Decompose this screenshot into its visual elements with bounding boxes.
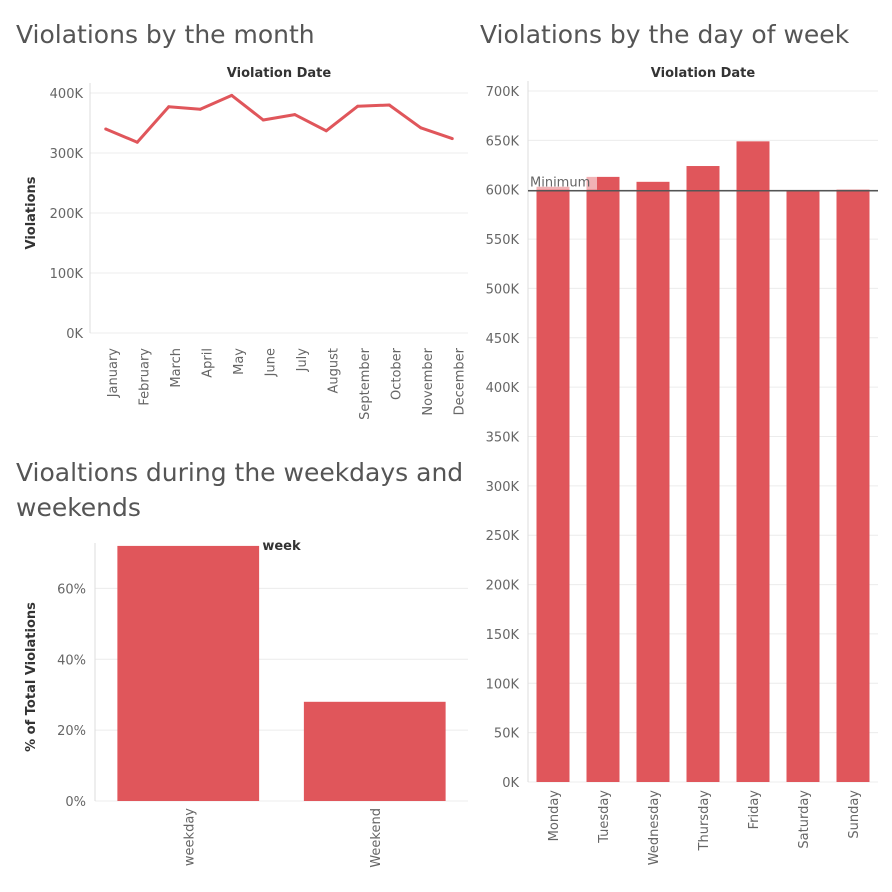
dow-ytick-label: 350K [486,431,520,446]
dow-ytick-label: 700K [486,85,520,100]
month-ytick-label: 200K [50,207,84,222]
month-xtick-label: July [295,348,310,373]
dow-ytick-label: 100K [486,677,520,692]
month-data-point [167,105,171,109]
month-ytick-label: 300K [50,147,84,162]
dow-xtick-label: Sunday [847,790,862,839]
dow-xtick-label: Wednesday [647,790,662,866]
month-data-point [198,107,202,111]
week-ytick-label: 0% [65,795,86,810]
month-chart-title: Violations by the month [16,20,315,49]
dow-ytick-label: 50K [494,727,520,742]
week-ytick-label: 20% [57,724,86,739]
dow-bar [836,189,870,782]
month-data-point [293,113,297,117]
month-xtick-label: November [421,347,436,415]
month-data-point [135,140,139,144]
dow-xtick-label: Monday [547,790,562,842]
dow-ytick-label: 150K [486,628,520,643]
month-xtick-label: September [358,347,373,420]
month-xtick-label: December [452,347,467,415]
dow-reference-label-bg [529,174,597,190]
dow-bar [636,181,670,782]
dow-ytick-label: 300K [486,480,520,495]
month-ytick-label: 400K [50,87,84,102]
dow-xtick-label: Friday [747,790,762,830]
week-header: week [262,539,301,554]
dow-ytick-label: 250K [486,529,520,544]
month-ytick-label: 0K [66,327,83,342]
month-data-point [324,129,328,133]
month-data-point [230,93,234,97]
month-xtick-label: June [263,348,278,377]
week-ytick-label: 60% [57,582,86,597]
month-header: Violation Date [227,66,332,81]
month-xtick-label: August [326,348,341,394]
dow-xtick-label: Thursday [697,790,712,852]
dow-ytick-label: 400K [486,381,520,396]
month-xtick-label: May [232,348,247,375]
dow-bar [536,186,570,782]
month-xtick-label: October [389,347,404,400]
dow-reference-label: Minimum [530,176,590,191]
week-bar [303,701,446,801]
dow-bar [686,166,720,783]
dow-bar [586,176,620,783]
dow-ytick-label: 200K [486,579,520,594]
dow-chart-title: Violations by the day of week [480,20,850,49]
month-ytick-label: 100K [50,267,84,282]
dow-ytick-label: 550K [486,233,520,248]
week-bar [117,545,260,801]
month-xtick-label: February [137,348,152,406]
dow-bar [786,190,820,783]
dow-ytick-label: 0K [502,776,519,791]
dow-header: Violation Date [651,66,756,81]
dow-bar [736,141,770,782]
month-data-point [104,127,108,131]
month-data-point [356,104,360,108]
month-xtick-label: April [200,348,215,378]
month-data-point [450,137,454,141]
month-data-point [387,103,391,107]
month-data-point [261,118,265,122]
week-chart-title-line2: weekends [16,493,141,522]
month-xtick-label: March [169,348,184,388]
week-y-axis-label: % of Total Violations [24,602,39,752]
month-y-axis-label: Violations [24,176,39,249]
dow-ytick-label: 600K [486,184,520,199]
week-xtick-label: Weekend [369,808,384,868]
week-ytick-label: 40% [57,653,86,668]
month-series-line [105,93,453,144]
dow-ytick-label: 650K [486,134,520,149]
week-chart-title-line1: Vioaltions during the weekdays and [16,458,464,487]
dow-xtick-label: Tuesday [597,790,612,844]
dow-xtick-label: Saturday [797,790,812,849]
month-xtick-label: January [106,348,121,399]
week-xtick-label: weekday [182,808,197,866]
month-data-point [419,126,423,130]
dow-ytick-label: 450K [486,332,520,347]
dow-ytick-label: 500K [486,282,520,297]
